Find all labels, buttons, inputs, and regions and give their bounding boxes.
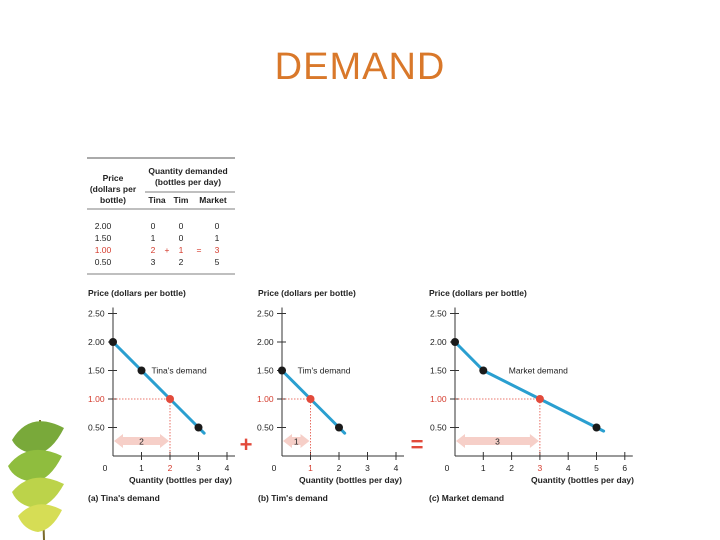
table-cell-price: 1.50 bbox=[95, 233, 112, 243]
curve-label: Tim's demand bbox=[298, 366, 351, 376]
slide-title: DEMAND bbox=[274, 46, 446, 88]
table-cell-price: 2.00 bbox=[95, 221, 112, 231]
tim-demand-chart: Price (dollars per bottle) 0.50 1.00 1.50 2.… bbox=[257, 288, 404, 503]
quantity-arrow-label: 1 bbox=[294, 437, 299, 447]
table-cell-market: 3 bbox=[215, 245, 220, 255]
y-tick-label: 2.50 bbox=[257, 309, 274, 319]
table-cell-price: 1.00 bbox=[95, 245, 112, 255]
table-cell-tim: 0 bbox=[179, 221, 184, 231]
x-tick-label: 3 bbox=[365, 463, 370, 473]
curve-label: Tina's demand bbox=[152, 366, 207, 376]
x-tick-label: 2 bbox=[168, 463, 173, 473]
x-tick-label: 4 bbox=[566, 463, 571, 473]
table-qty-header-line2: (bottles per day) bbox=[155, 177, 221, 187]
x-tick-label: 0 bbox=[272, 463, 277, 473]
data-point bbox=[335, 423, 343, 432]
table-cell-tina: 1 bbox=[151, 233, 156, 243]
table-plus-sign: + bbox=[165, 245, 170, 255]
quantity-arrow bbox=[456, 434, 539, 448]
table-cell-tim: 2 bbox=[179, 257, 184, 267]
y-tick-label: 2.00 bbox=[257, 337, 274, 347]
x-tick-label: 6 bbox=[622, 463, 627, 473]
y-tick-label: 1.00 bbox=[430, 394, 447, 404]
data-point bbox=[194, 423, 203, 432]
table-cell-tim: 0 bbox=[179, 233, 184, 243]
y-axis-title: Price (dollars per bottle) bbox=[88, 288, 186, 298]
y-tick-label: 1.00 bbox=[257, 394, 274, 404]
x-tick-label: 2 bbox=[337, 463, 342, 473]
table-cell-market: 0 bbox=[215, 221, 220, 231]
demand-curve bbox=[280, 369, 347, 435]
ginkgo-leaf-decoration bbox=[8, 419, 64, 540]
x-axis-title: Quantity (bottles per day) bbox=[299, 475, 402, 485]
table-price-header-line3: bottle) bbox=[100, 195, 126, 205]
y-tick-label: 1.00 bbox=[88, 394, 105, 404]
equals-operator: = bbox=[411, 432, 424, 457]
x-axis-title: Quantity (bottles per day) bbox=[531, 475, 634, 485]
x-tick-label: 1 bbox=[139, 463, 144, 473]
y-axis-title: Price (dollars per bottle) bbox=[258, 288, 356, 298]
highlight-point bbox=[535, 395, 544, 403]
y-tick-label: 2.00 bbox=[88, 337, 105, 347]
table-price-header-line1: Price bbox=[103, 173, 124, 183]
quantity-arrow bbox=[114, 434, 169, 448]
y-tick-label: 2.50 bbox=[88, 309, 105, 319]
table-col-tina: Tina bbox=[148, 195, 166, 205]
chart-caption: (c) Market demand bbox=[429, 493, 504, 503]
highlight-point bbox=[166, 395, 174, 403]
y-tick-label: 1.50 bbox=[430, 366, 447, 376]
highlight-point bbox=[306, 395, 315, 403]
y-tick-label: 0.50 bbox=[257, 423, 274, 433]
chart-caption: (b) Tim's demand bbox=[258, 493, 328, 503]
y-axis-title: Price (dollars per bottle) bbox=[429, 288, 527, 298]
x-tick-label: 1 bbox=[481, 463, 486, 473]
data-point bbox=[109, 338, 117, 346]
x-tick-label: 4 bbox=[225, 463, 230, 473]
demand-curve bbox=[111, 340, 206, 435]
table-col-tim: Tim bbox=[174, 195, 189, 205]
x-tick-label: 0 bbox=[103, 463, 108, 473]
table-cell-tina: 0 bbox=[151, 221, 156, 231]
tina-demand-chart: Price (dollars per bottle) 0.50 1.00 1.50 2.… bbox=[88, 288, 235, 503]
x-axis-title: Quantity (bottles per day) bbox=[129, 475, 232, 485]
x-tick-label: 5 bbox=[594, 463, 599, 473]
table-qty-header-line1: Quantity demanded bbox=[148, 166, 227, 176]
demand-schedule-table: Price (dollars per bottle) Quantity dema… bbox=[87, 157, 235, 275]
x-tick-label: 4 bbox=[394, 463, 399, 473]
y-tick-label: 1.50 bbox=[257, 366, 274, 376]
data-point bbox=[451, 338, 459, 346]
table-cell-tina: 2 bbox=[151, 245, 156, 255]
table-cell-price: 0.50 bbox=[95, 257, 112, 267]
plus-operator: + bbox=[240, 432, 253, 457]
quantity-arrow-label: 2 bbox=[139, 437, 144, 447]
table-price-header-line2: (dollars per bbox=[90, 184, 137, 194]
quantity-arrow-label: 3 bbox=[495, 437, 500, 447]
table-col-market: Market bbox=[199, 195, 227, 205]
x-tick-label: 3 bbox=[196, 463, 201, 473]
x-tick-label: 0 bbox=[445, 463, 450, 473]
y-tick-label: 1.50 bbox=[88, 366, 105, 376]
curve-label: Market demand bbox=[509, 366, 568, 376]
table-cell-tim: 1 bbox=[179, 245, 184, 255]
data-point bbox=[278, 366, 286, 375]
y-tick-label: 2.50 bbox=[430, 309, 447, 319]
market-demand-chart: Price (dollars per bottle) 0.50 1.00 1.50 2.… bbox=[429, 288, 634, 503]
y-tick-label: 0.50 bbox=[430, 423, 447, 433]
table-cell-tina: 3 bbox=[151, 257, 156, 267]
quantity-arrow bbox=[283, 434, 310, 448]
table-cell-market: 5 bbox=[215, 257, 220, 267]
table-equals-sign: = bbox=[197, 245, 202, 255]
x-tick-label: 3 bbox=[538, 463, 543, 473]
x-tick-label: 1 bbox=[308, 463, 313, 473]
chart-caption: (a) Tina's demand bbox=[88, 493, 160, 503]
x-tick-label: 2 bbox=[509, 463, 514, 473]
y-tick-label: 0.50 bbox=[88, 423, 105, 433]
data-point bbox=[479, 366, 488, 375]
demand-curve bbox=[453, 340, 606, 433]
data-point bbox=[592, 423, 601, 432]
table-cell-market: 1 bbox=[215, 233, 220, 243]
y-tick-label: 2.00 bbox=[430, 337, 447, 347]
data-point bbox=[137, 366, 146, 375]
